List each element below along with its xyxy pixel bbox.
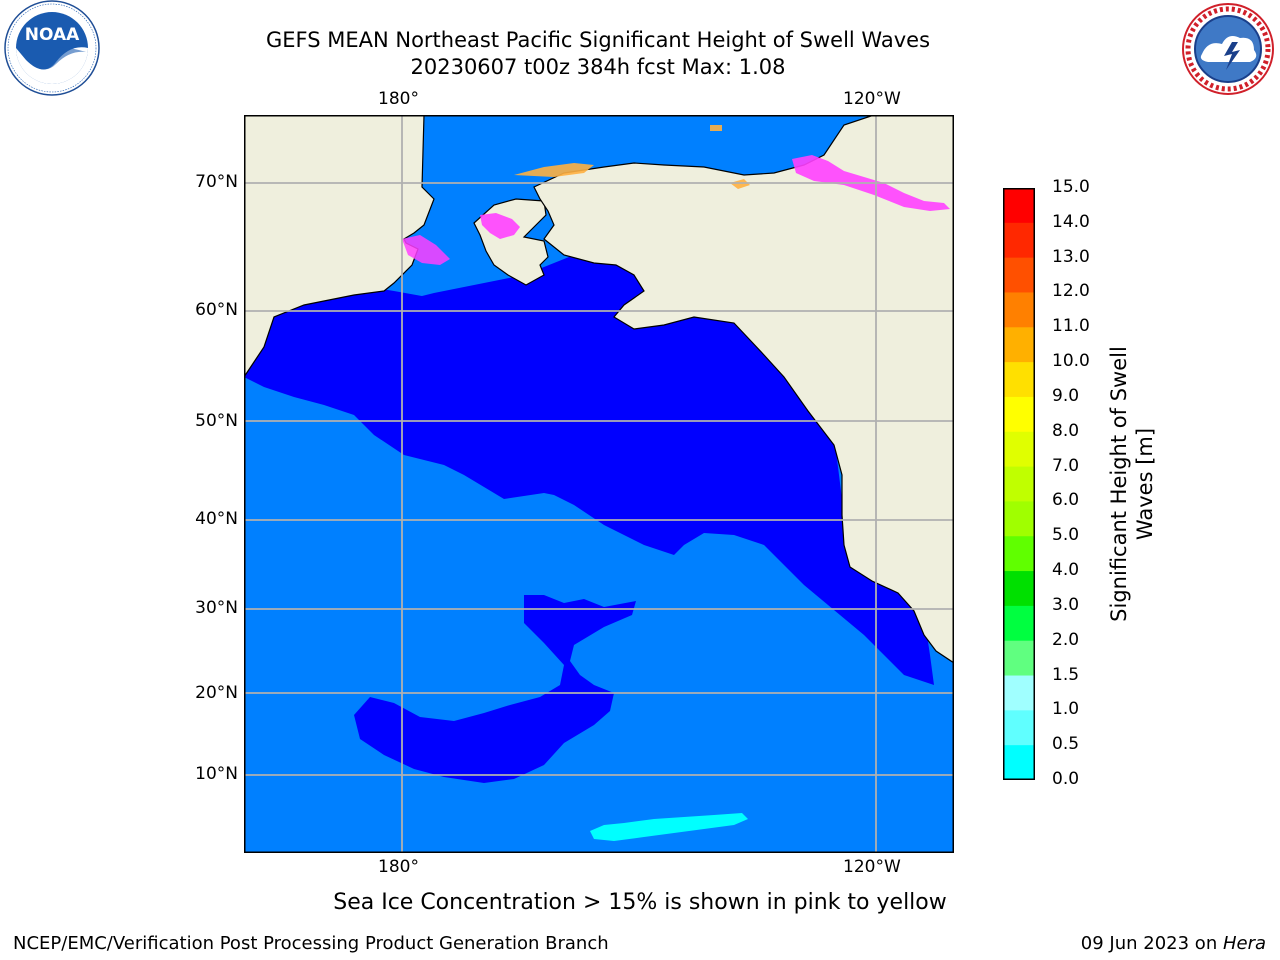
colorbar-segment [1003, 501, 1035, 537]
colorbar-tick-label: 1.0 [1052, 699, 1080, 720]
colorbar-segment [1003, 605, 1035, 642]
colorbar-tick-label: 1.5 [1052, 664, 1080, 685]
lon-label-top-180: 180° [378, 89, 419, 109]
lat-label-30n: 30°N [195, 598, 238, 618]
colorbar-segment [1003, 675, 1035, 711]
colorbar [1003, 188, 1035, 780]
sea-ice-chukchi [480, 213, 520, 239]
map-title: GEFS MEAN Northeast Pacific Significant … [265, 28, 931, 52]
footer-date-text: 09 Jun 2023 on [1080, 933, 1223, 954]
noaa-logo: NOAA [4, 0, 100, 96]
lat-label-50n: 50°N [195, 411, 238, 431]
colorbar-tick-label: 12.0 [1052, 281, 1090, 302]
colorbar-tick-label: 14.0 [1052, 211, 1090, 232]
colorbar-tick-label: 0.5 [1052, 734, 1080, 755]
lon-label-bottom-120w: 120°W [843, 857, 901, 877]
colorbar-tick-label: 2.0 [1052, 629, 1080, 650]
sea-ice-yellow [514, 125, 750, 189]
colorbar-tick-label: 5.0 [1052, 525, 1080, 546]
low-swell-region-hawaii [354, 595, 636, 783]
colorbar-segment [1003, 640, 1035, 677]
graticule [244, 115, 954, 853]
swell-height-map [244, 115, 954, 853]
lat-label-60n: 60°N [195, 300, 238, 320]
lat-label-70n: 70°N [195, 172, 238, 192]
colorbar-label-text: Significant Height of Swell Waves [m] [1107, 346, 1157, 622]
colorbar-tick-label: 8.0 [1052, 420, 1080, 441]
colorbar-tick-label: 7.0 [1052, 455, 1080, 476]
colorbar-tick-label: 9.0 [1052, 385, 1080, 406]
colorbar-tick-label: 15.0 [1052, 177, 1090, 197]
colorbar-segment [1003, 745, 1035, 780]
colorbar-segment [1003, 571, 1035, 607]
colorbar-tick-label: 6.0 [1052, 490, 1080, 511]
colorbar-tick-label: 4.0 [1052, 560, 1080, 581]
sea-ice-bering-west [402, 235, 450, 265]
colorbar-segment [1003, 222, 1035, 259]
low-swell-region-bering [244, 255, 844, 415]
colorbar-tick-label: 11.0 [1052, 316, 1090, 337]
colorbar-tick-label: 0.0 [1052, 769, 1080, 789]
nws-logo [1182, 3, 1274, 95]
lon-label-bottom-180: 180° [378, 857, 419, 877]
colorbar-segment [1003, 431, 1035, 468]
colorbar-segment [1003, 536, 1035, 572]
footer-date: 09 Jun 2023 on Hera [1081, 933, 1266, 954]
map-subtitle: 20230607 t00z 384h fcst Max: 1.08 [410, 55, 786, 79]
colorbar-tick-label: 13.0 [1052, 246, 1090, 267]
colorbar-segment [1003, 188, 1035, 224]
colorbar-segment [1003, 257, 1035, 293]
swell-patch-1-0-1-5 [590, 813, 748, 841]
colorbar-label: Significant Height of Swell Waves [m] [1105, 334, 1159, 634]
colorbar-segment [1003, 362, 1035, 398]
lat-label-10n: 10°N [195, 764, 238, 784]
colorbar-tick-label: 10.0 [1052, 351, 1090, 372]
footer-host: Hera [1222, 933, 1266, 954]
colorbar-segment [1003, 396, 1035, 433]
land-north-america-main [533, 115, 954, 664]
colorbar-tick-label: 3.0 [1052, 594, 1080, 615]
colorbar-segment [1003, 292, 1035, 328]
footer-credit: NCEP/EMC/Verification Post Processing Pr… [13, 933, 609, 954]
lat-label-40n: 40°N [195, 509, 238, 529]
lat-label-20n: 20°N [195, 683, 238, 703]
colorbar-segment [1003, 327, 1035, 363]
colorbar-segment [1003, 466, 1035, 502]
sea-ice-note: Sea Ice Concentration > 15% is shown in … [333, 890, 947, 915]
noaa-wordmark: NOAA [25, 25, 80, 45]
lon-label-top-120w: 120°W [843, 89, 901, 109]
colorbar-segment [1003, 710, 1035, 746]
